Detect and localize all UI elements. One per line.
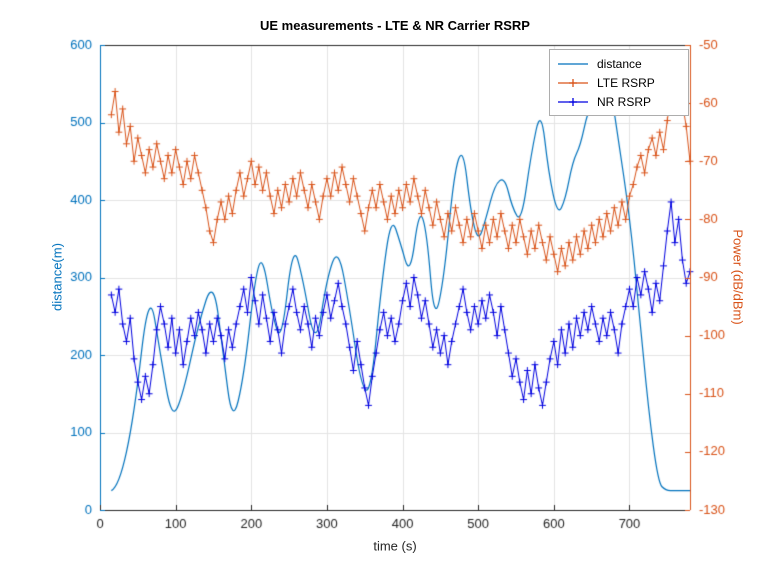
- legend-item-distance: distance: [556, 54, 682, 73]
- legend-label-nr-rsrp: NR RSRP: [597, 94, 652, 109]
- plus-marker-icon: [569, 78, 577, 87]
- x-axis-label: time (s): [373, 538, 417, 554]
- legend-item-nr-rsrp: NR RSRP: [556, 92, 682, 111]
- legend-item-lte-rsrp: LTE RSRP: [556, 73, 682, 92]
- distance-line-swatch: [558, 62, 588, 65]
- nr-line-swatch: [558, 97, 588, 106]
- y-axis-label-left: distance(m): [49, 243, 65, 311]
- y-axis-label-right: Power (dB/dBm): [730, 229, 746, 325]
- legend: distance LTE RSRP NR RSRP: [549, 49, 689, 116]
- legend-label-lte-rsrp: LTE RSRP: [597, 75, 655, 90]
- legend-label-distance: distance: [597, 56, 642, 71]
- chart-title: UE measurements - LTE & NR Carrier RSRP: [260, 18, 530, 33]
- plus-marker-icon: [569, 97, 577, 106]
- lte-line-swatch: [558, 78, 588, 87]
